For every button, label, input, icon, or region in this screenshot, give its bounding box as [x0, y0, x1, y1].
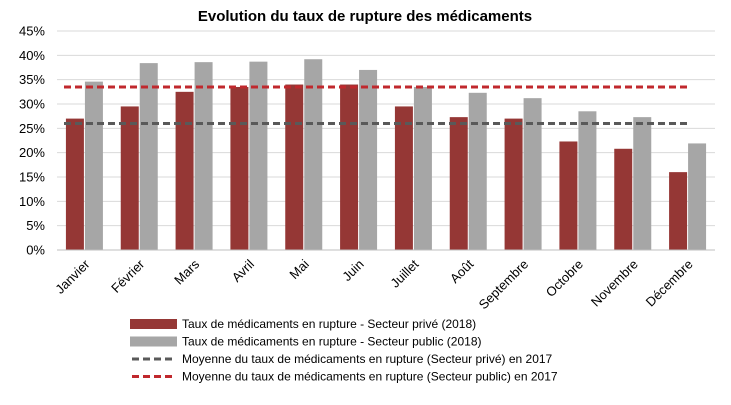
y-axis-ticks: 0% 5% 10% 15% 20% 25% 30% 35% 40% 45%: [19, 24, 45, 258]
gridlines: [57, 30, 715, 227]
legend-label: Moyenne du taux de médicaments en ruptur…: [182, 370, 558, 384]
bar: [633, 117, 652, 250]
bars: [65, 59, 707, 251]
bar: [139, 63, 158, 251]
bar: [688, 143, 707, 250]
bar: [449, 117, 468, 250]
y-tick-label: 15%: [19, 170, 45, 185]
chart-title: Evolution du taux de rupture des médicam…: [198, 8, 532, 25]
bar: [413, 86, 432, 250]
y-tick-label: 5%: [26, 218, 45, 233]
bar: [340, 84, 359, 251]
legend: Taux de médicaments en rupture - Secteur…: [130, 317, 558, 384]
y-tick-label: 45%: [19, 24, 45, 39]
bar: [194, 62, 213, 250]
bar: [230, 86, 249, 250]
y-tick-label: 35%: [19, 72, 45, 87]
bar: [285, 84, 304, 251]
y-tick-label: 25%: [19, 121, 45, 136]
bar: [614, 148, 633, 250]
bar: [304, 59, 323, 250]
bar: [359, 69, 378, 250]
bar: [84, 81, 103, 250]
y-tick-label: 40%: [19, 48, 45, 63]
bar: [249, 61, 268, 250]
legend-label: Taux de médicaments en rupture - Secteur…: [182, 317, 476, 331]
bar: [559, 141, 578, 250]
bar: [175, 91, 194, 250]
y-tick-label: 20%: [19, 145, 45, 160]
bar: [394, 106, 413, 250]
bar: [578, 111, 597, 250]
bar: [120, 106, 139, 250]
legend-swatch: [130, 319, 177, 329]
legend-label: Moyenne du taux de médicaments en ruptur…: [182, 352, 553, 366]
bar: [65, 118, 84, 250]
y-tick-label: 30%: [19, 97, 45, 112]
average-lines: [64, 85, 688, 125]
bar: [468, 92, 487, 250]
bar: [504, 118, 523, 250]
bar: [669, 172, 688, 250]
legend-label: Taux de médicaments en rupture - Secteur…: [182, 335, 482, 349]
y-tick-label: 0%: [26, 243, 45, 258]
legend-swatch: [130, 336, 177, 347]
bar: [523, 98, 542, 250]
y-tick-label: 10%: [19, 194, 45, 209]
